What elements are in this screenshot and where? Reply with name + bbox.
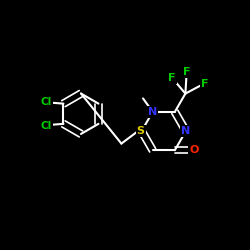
Text: Cl: Cl	[40, 97, 52, 107]
Text: N: N	[148, 107, 157, 117]
Text: S: S	[137, 126, 145, 136]
Text: F: F	[182, 68, 190, 78]
Text: F: F	[201, 79, 208, 89]
Text: F: F	[168, 73, 176, 83]
Text: Cl: Cl	[40, 121, 52, 131]
Text: N: N	[181, 126, 190, 136]
Text: O: O	[189, 145, 199, 155]
